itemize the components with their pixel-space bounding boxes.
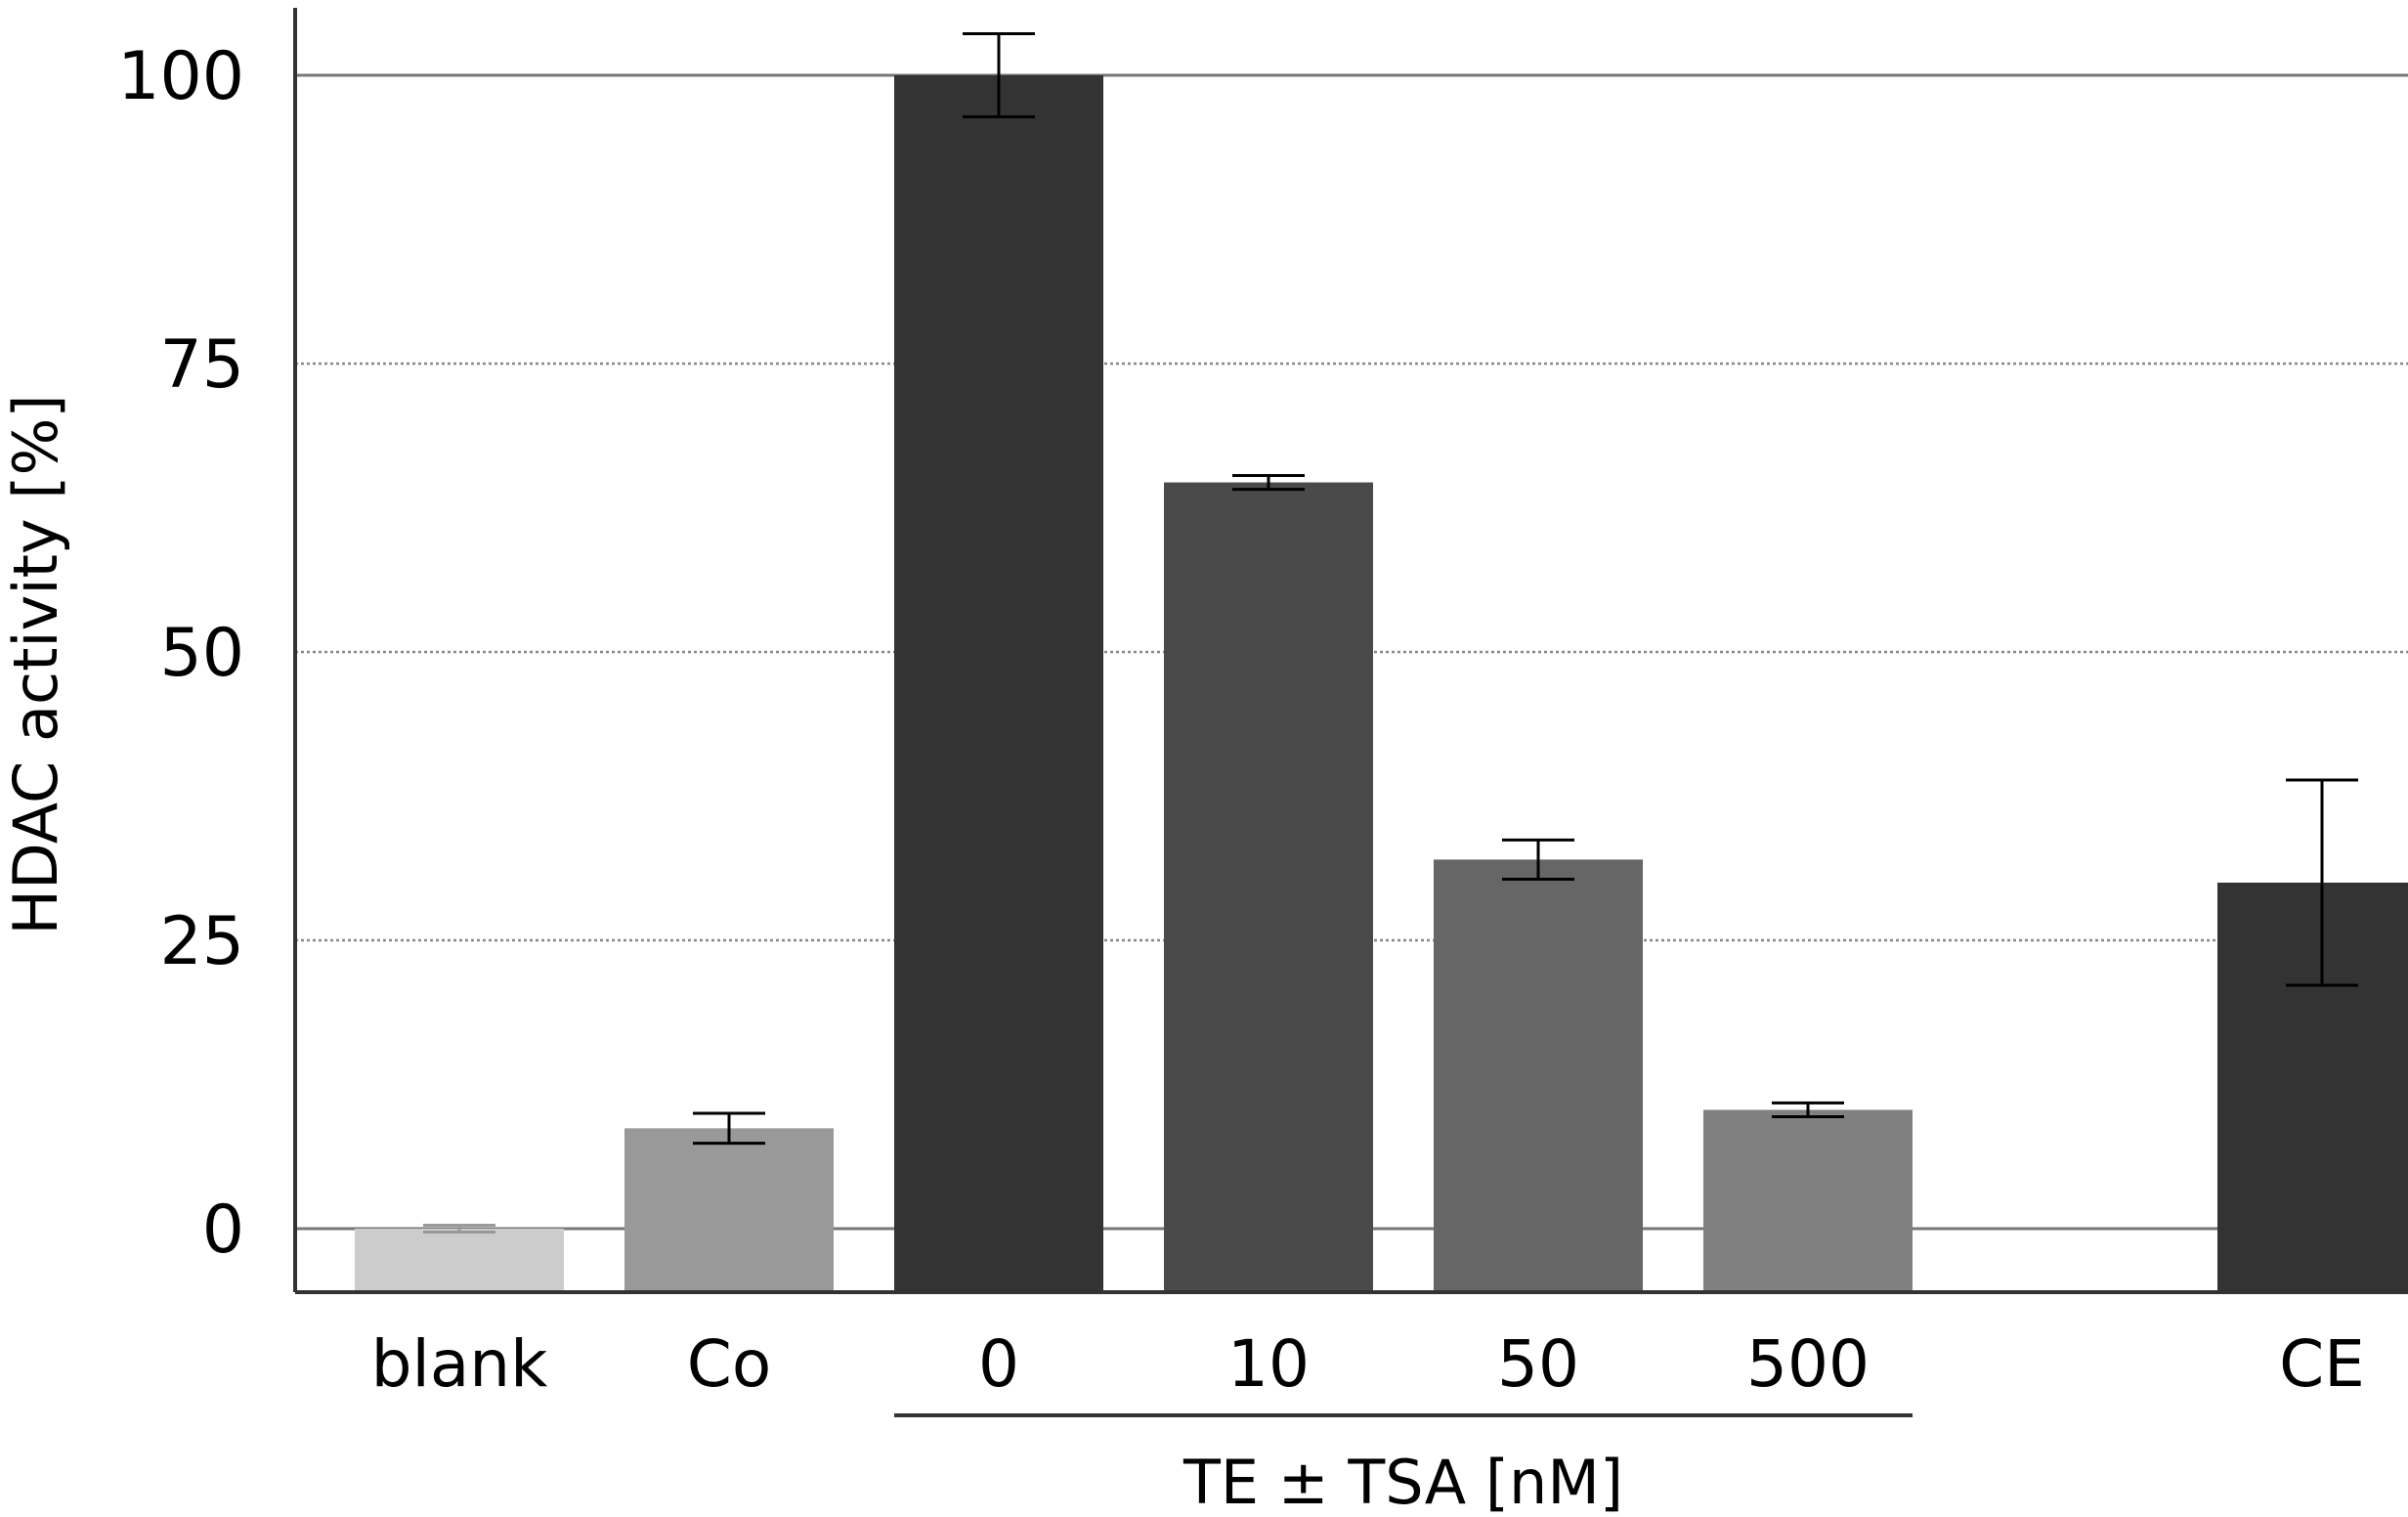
category-labels: blank Co 0 10 50 500 CE	[371, 1326, 2365, 1402]
category-label-CE: CE	[2279, 1326, 2365, 1402]
error-bar-0	[963, 32, 1035, 118]
bar-Co	[624, 1128, 834, 1292]
group-label: TE ± TSA [nM]	[1182, 1447, 1623, 1517]
bar-10	[1164, 482, 1373, 1292]
y-tick-label-50: 50	[159, 615, 244, 692]
category-label-blank: blank	[371, 1326, 549, 1402]
error-bar-500	[1772, 1101, 1844, 1119]
y-axis-title: HDAC activity [%]	[0, 394, 71, 934]
error-bar-10	[1232, 473, 1305, 492]
y-tick-labels: 0 25 50 75 100	[117, 38, 244, 1269]
bar-50	[1434, 859, 1643, 1292]
category-label-50: 50	[1497, 1326, 1579, 1402]
y-tick-label-0: 0	[202, 1192, 244, 1269]
error-bars	[423, 32, 2358, 1235]
y-tick-label-25: 25	[159, 903, 244, 980]
error-bar-blank	[423, 1223, 495, 1235]
category-label-0: 0	[978, 1326, 1019, 1402]
category-label-500: 500	[1746, 1326, 1870, 1402]
bar-CE	[2217, 883, 2408, 1292]
bars	[355, 75, 2408, 1292]
error-bar-50	[1502, 838, 1574, 881]
error-bar-Co	[693, 1111, 765, 1146]
y-tick-label-100: 100	[117, 38, 244, 115]
error-bar-CE	[2286, 778, 2358, 987]
category-label-Co: Co	[687, 1326, 771, 1402]
bar-blank	[355, 1229, 564, 1292]
bar-500	[1703, 1109, 1913, 1292]
y-tick-label-75: 75	[159, 326, 244, 404]
category-label-10: 10	[1227, 1326, 1310, 1402]
bar-0	[894, 75, 1103, 1292]
